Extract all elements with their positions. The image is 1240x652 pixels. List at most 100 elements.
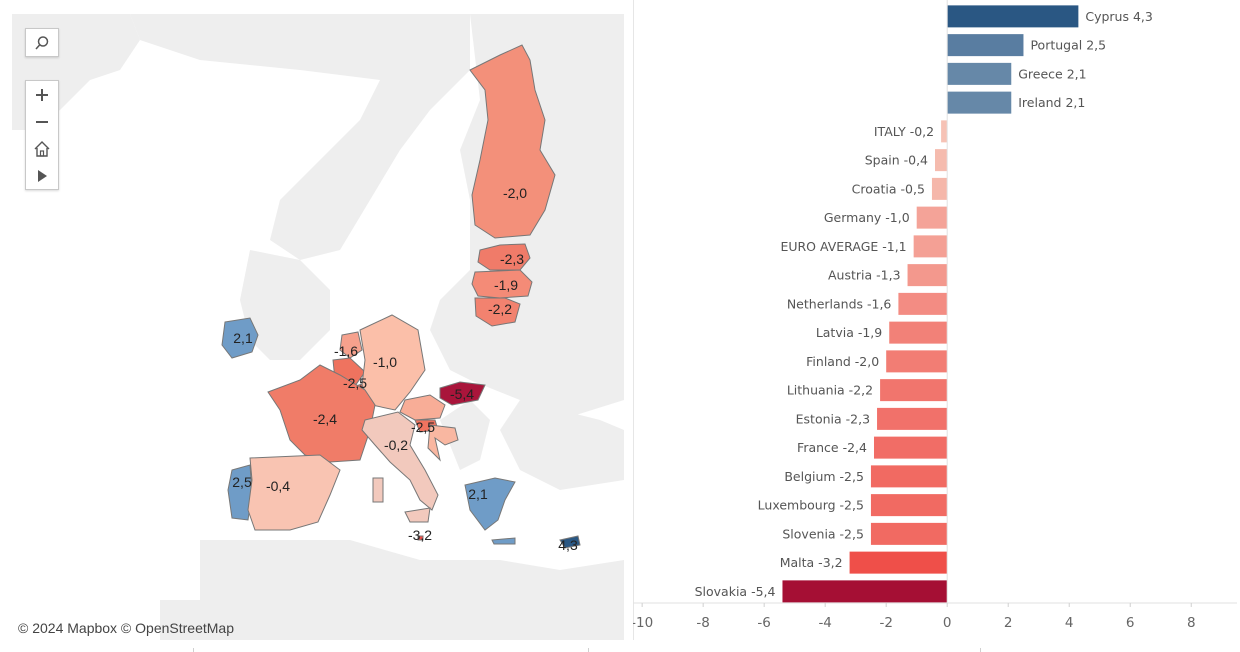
- bar-greece[interactable]: [947, 62, 1012, 85]
- bar-portugal[interactable]: [947, 34, 1024, 57]
- bar-label: Lithuania -2,2: [787, 383, 873, 398]
- bar-cyprus[interactable]: [947, 5, 1079, 28]
- x-tick-label: -10: [633, 615, 653, 631]
- country-cyprus: [559, 535, 581, 549]
- map-attribution[interactable]: © 2024 Mapbox © OpenStreetMap: [18, 620, 234, 636]
- country-finland: [469, 44, 556, 239]
- bar-malta[interactable]: [849, 551, 948, 574]
- home-button[interactable]: [26, 135, 58, 162]
- bar-euro-average[interactable]: [913, 235, 948, 258]
- bar-label: Slovenia -2,5: [782, 526, 864, 541]
- x-tick-label: 0: [943, 615, 952, 631]
- bottom-divider-tick: [980, 648, 981, 652]
- minus-icon: [36, 120, 48, 123]
- map-background-land: [12, 14, 624, 640]
- map-label-belgium: -2,5: [342, 375, 368, 391]
- country-ireland: [221, 317, 259, 359]
- map-label-slovakia: -5,4: [449, 386, 475, 402]
- country-malta: [417, 535, 424, 541]
- bar-ireland[interactable]: [947, 91, 1012, 114]
- map-label-germany: -1,0: [372, 354, 398, 370]
- plus-icon: [36, 88, 48, 101]
- bar-label: Finland -2,0: [806, 354, 879, 369]
- map-label-ireland: 2,1: [233, 330, 253, 346]
- bar-chart-svg: Cyprus 4,3 Portugal 2,5 Greece 2,1 Ireland …: [633, 0, 1237, 640]
- x-tick-label: -4: [818, 615, 831, 631]
- bar-croatia[interactable]: [931, 177, 948, 200]
- bar-label: Germany -1,0: [824, 210, 910, 225]
- country-sardinia: [372, 477, 384, 503]
- x-tick-label: 6: [1126, 615, 1135, 631]
- bar-label: Greece 2,1: [1018, 66, 1086, 81]
- bar-austria[interactable]: [907, 264, 948, 287]
- bar-netherlands[interactable]: [898, 292, 948, 315]
- country-germany: [359, 314, 426, 411]
- country-sicily: [404, 507, 431, 523]
- bottom-divider-tick: [588, 648, 589, 652]
- bar-label: Luxembourg -2,5: [758, 498, 864, 513]
- bar-france[interactable]: [873, 436, 948, 459]
- country-latvia: [471, 269, 533, 299]
- country-netherlands: [339, 331, 363, 359]
- bar-finland[interactable]: [886, 350, 948, 373]
- bar-label: Ireland 2,1: [1018, 95, 1085, 110]
- bar-latvia[interactable]: [889, 321, 948, 344]
- zoom-out-button[interactable]: [26, 108, 58, 135]
- choropleth-map[interactable]: -2,0 -2,3 -1,9 -2,2 2,1 -1,6 -1,0 -2,5 -5,4 -2,4-…: [0, 0, 624, 640]
- bar-label: Cyprus 4,3: [1085, 9, 1153, 24]
- bar-chart: Cyprus 4,3 Portugal 2,5 Greece 2,1 Ireland …: [633, 0, 1240, 652]
- bar-lithuania[interactable]: [880, 379, 948, 402]
- bar-label: EURO AVERAGE -1,1: [780, 239, 906, 254]
- country-lithuania: [474, 297, 521, 327]
- search-button[interactable]: [26, 29, 58, 56]
- x-tick-label: 8: [1187, 615, 1196, 631]
- country-italy: [361, 411, 439, 511]
- bar-estonia[interactable]: [877, 407, 948, 430]
- map-zoom-controls: [25, 80, 59, 190]
- bar-slovenia[interactable]: [870, 522, 948, 545]
- x-tick-label: -8: [696, 615, 709, 631]
- country-estonia: [477, 243, 531, 271]
- map-label-spain: -0,4: [265, 478, 291, 494]
- bar-slovakia[interactable]: [782, 580, 948, 603]
- bar-label: Malta -3,2: [780, 555, 843, 570]
- country-croatia: [427, 424, 459, 462]
- map-label-netherlands: -1,6: [333, 343, 359, 359]
- home-icon: [34, 140, 50, 157]
- play-icon: [38, 169, 47, 182]
- x-tick-label: -6: [757, 615, 770, 631]
- bar-spain[interactable]: [935, 149, 948, 172]
- x-tick-label: 4: [1065, 615, 1074, 631]
- map-label-finland: -2,0: [502, 185, 528, 201]
- magnifier-icon: [35, 35, 49, 50]
- bottom-divider-tick: [193, 648, 194, 652]
- map-label-latvia: -1,9: [493, 277, 519, 293]
- zoom-in-button[interactable]: [26, 81, 58, 108]
- map-search-control[interactable]: [25, 28, 59, 57]
- map-label-cyprus: 4,3: [558, 537, 578, 553]
- country-austria: [399, 394, 446, 421]
- map-label-malta: -3,2: [407, 527, 433, 543]
- bar-label: Latvia -1,9: [816, 325, 882, 340]
- bar-germany[interactable]: [916, 206, 948, 229]
- bar-label: Slovakia -5,4: [695, 584, 776, 599]
- bar-label: Estonia -2,3: [796, 411, 870, 426]
- map-label-slovenia: -2,5: [410, 419, 436, 435]
- x-tick-label: -2: [879, 615, 892, 631]
- bar-italy[interactable]: [941, 120, 948, 143]
- bar-label: Austria -1,3: [828, 268, 901, 283]
- map-canvas[interactable]: [0, 0, 624, 640]
- map-label-france: -2,4: [312, 411, 338, 427]
- map-label-italy: -0,2: [383, 437, 409, 453]
- bar-label: Portugal 2,5: [1030, 38, 1106, 53]
- map-label-lithuania: -2,2: [487, 301, 513, 317]
- map-countries: [221, 44, 581, 549]
- bar-label: Belgium -2,5: [784, 469, 864, 484]
- bar-belgium[interactable]: [870, 465, 948, 488]
- map-label-portugal: 2,5: [232, 474, 252, 490]
- bar-label: France -2,4: [797, 440, 867, 455]
- play-button[interactable]: [26, 162, 58, 189]
- bar-label: ITALY -0,2: [874, 124, 934, 139]
- bar-label: Croatia -0,5: [852, 181, 925, 196]
- bar-luxembourg[interactable]: [870, 494, 948, 517]
